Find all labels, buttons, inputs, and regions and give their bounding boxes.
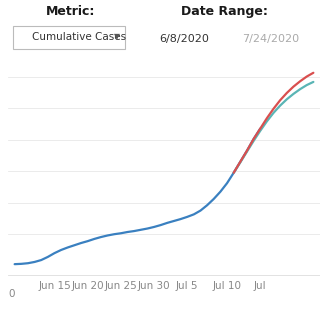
- Text: 7/24/2020: 7/24/2020: [242, 34, 299, 44]
- FancyBboxPatch shape: [13, 26, 125, 49]
- Text: Date Range:: Date Range:: [180, 5, 268, 19]
- Text: Cumulative Cases: Cumulative Cases: [32, 32, 126, 42]
- Text: ▼: ▼: [114, 33, 120, 42]
- Text: 6/8/2020: 6/8/2020: [159, 34, 209, 44]
- Text: Metric:: Metric:: [46, 5, 95, 19]
- Text: 0: 0: [8, 289, 14, 300]
